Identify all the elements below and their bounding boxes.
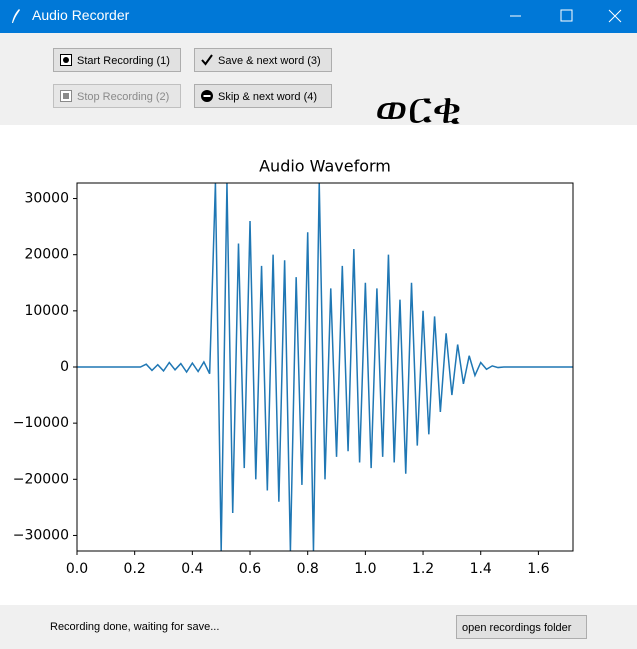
x-tick-label: 0.0	[66, 561, 88, 577]
x-tick-label: 1.6	[527, 561, 549, 577]
y-tick-label: −20000	[13, 471, 69, 487]
button-label: Start Recording (1)	[77, 55, 170, 67]
window-controls[interactable]	[497, 0, 637, 33]
button-label: Save & next word (3)	[218, 55, 321, 67]
y-tick-label: −10000	[13, 415, 69, 431]
window-title: Audio Recorder	[32, 7, 130, 23]
chart: Audio Waveform −30000 −20000 −10000 0 10000 2…	[13, 157, 574, 577]
x-tick-label: 1.4	[470, 561, 492, 577]
y-tick-label: −30000	[13, 527, 69, 543]
status-bar: Recording done, waiting for save... open…	[0, 605, 637, 649]
title-bar: Audio Recorder	[0, 0, 637, 33]
save-button[interactable]: Save & next word (3)	[194, 48, 332, 72]
x-tick-label: 0.4	[181, 561, 203, 577]
chart-title: Audio Waveform	[259, 157, 391, 176]
status-text: Recording done, waiting for save...	[50, 621, 220, 633]
skip-button[interactable]: Skip & next word (4)	[194, 84, 332, 108]
x-tick-label: 0.8	[297, 561, 319, 577]
plot-frame	[76, 182, 574, 552]
x-tick-label: 0.2	[124, 561, 146, 577]
x-tick-label: 1.2	[412, 561, 434, 577]
waveform-line	[77, 183, 573, 551]
button-label: open recordings folder	[462, 622, 572, 634]
button-label: Skip & next word (4)	[218, 91, 318, 103]
y-tick-label: 30000	[24, 191, 69, 207]
stop-button: Stop Recording (2)	[53, 84, 181, 108]
app-icon	[12, 9, 20, 23]
y-tick-label: 10000	[24, 303, 69, 319]
current-word: ወርቂ	[375, 83, 462, 134]
open-folder-button[interactable]: open recordings folder	[456, 615, 587, 639]
button-label: Stop Recording (2)	[77, 91, 170, 103]
y-tick-label: 20000	[24, 247, 69, 263]
x-tick-label: 0.6	[239, 561, 261, 577]
x-tick-label: 1.0	[354, 561, 376, 577]
y-tick-label: 0	[60, 359, 69, 375]
start-button[interactable]: Start Recording (1)	[53, 48, 181, 72]
toolbar: Start Recording (1) Stop Recording (2) S…	[0, 33, 637, 134]
